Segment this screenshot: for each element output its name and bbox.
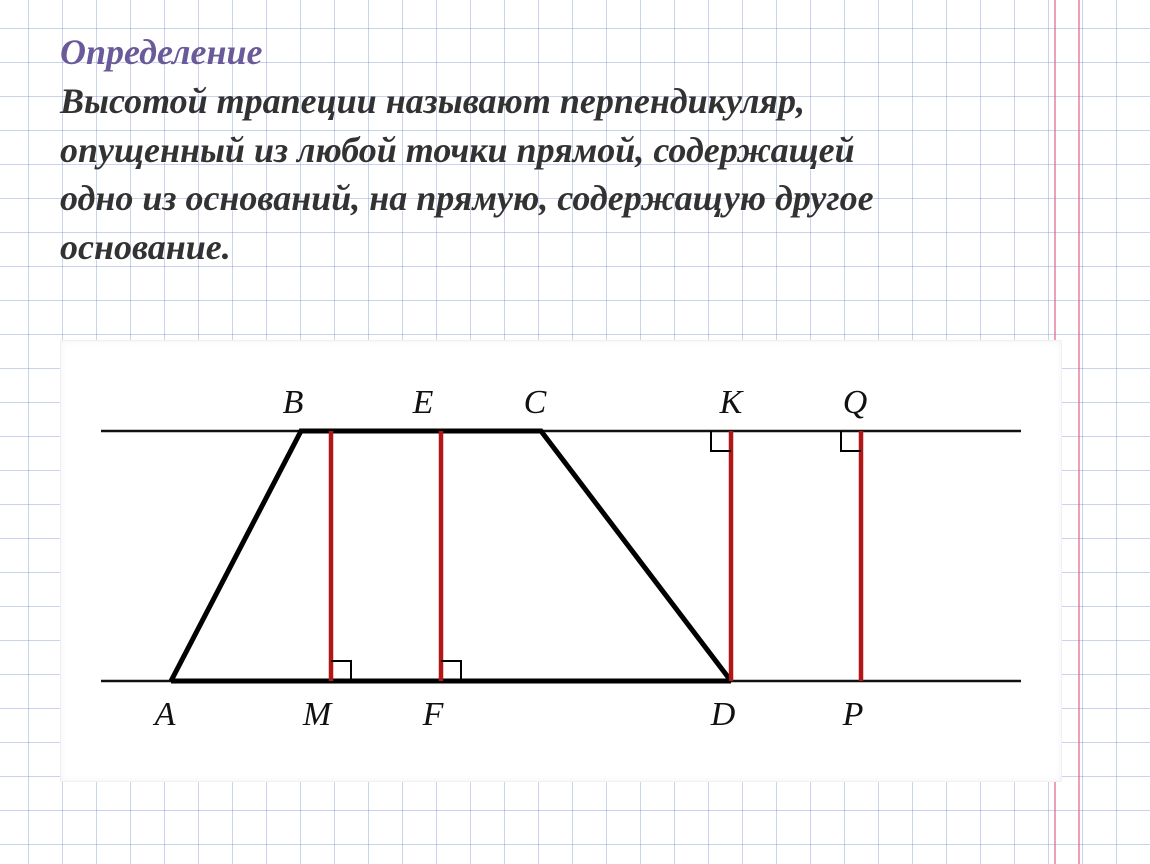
right-angle-marker: [441, 661, 461, 681]
point-label-M: M: [302, 696, 333, 733]
definition-body: Высотой трапеции называют перпендикуляр,…: [60, 77, 1020, 271]
point-label-Q: Q: [843, 384, 868, 421]
point-label-E: E: [412, 384, 434, 421]
right-angle-marker: [841, 431, 861, 451]
point-label-B: B: [283, 384, 304, 421]
definition-text-block: Определение Высотой трапеции называют пе…: [60, 30, 1020, 271]
point-label-F: F: [422, 696, 445, 733]
trapezoid-outline: [171, 431, 731, 681]
trapezoid-figure: B E C K Q A M F D P: [60, 340, 1062, 782]
point-label-P: P: [842, 696, 864, 733]
point-label-D: D: [710, 696, 736, 733]
point-label-C: C: [524, 384, 547, 421]
page: Определение Высотой трапеции называют пе…: [0, 0, 1150, 864]
definition-title: Определение: [60, 30, 1020, 75]
right-angle-marker: [711, 431, 731, 451]
trapezoid-svg: B E C K Q A M F D P: [61, 341, 1061, 781]
notebook-margin-line: [1078, 0, 1080, 864]
right-angle-marker: [331, 661, 351, 681]
point-label-A: A: [153, 696, 176, 733]
point-label-K: K: [719, 384, 745, 421]
